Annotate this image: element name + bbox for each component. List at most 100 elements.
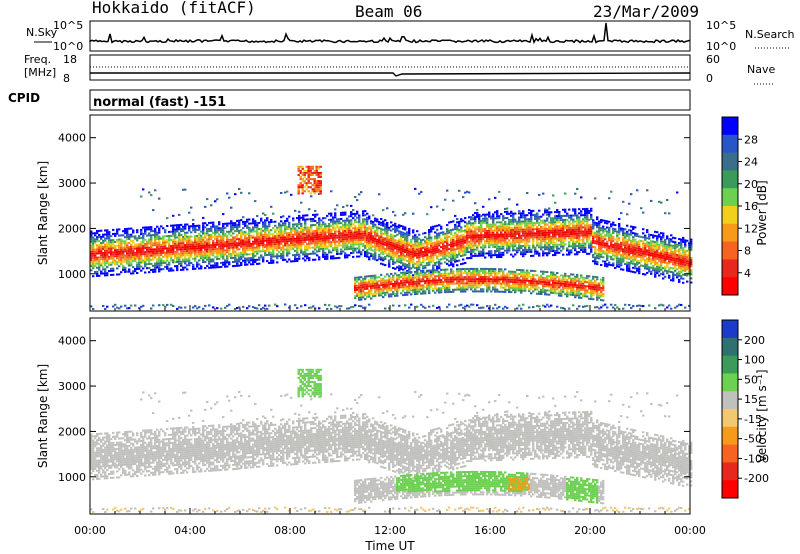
power-cell <box>246 243 249 246</box>
power-cell <box>310 230 313 233</box>
power-cell <box>172 228 175 231</box>
power-cell <box>522 232 525 235</box>
power-cell <box>230 206 233 209</box>
power-cell <box>206 256 209 259</box>
power-cell <box>428 257 431 260</box>
power-cell <box>402 281 405 284</box>
power-cell <box>370 277 373 279</box>
power-cell <box>182 258 185 261</box>
power-cell <box>250 244 253 247</box>
power-cell <box>476 267 479 270</box>
power-cell <box>214 248 217 250</box>
power-cell <box>486 225 489 228</box>
power-cell <box>410 281 413 284</box>
power-cell <box>150 269 153 271</box>
power-cell <box>380 236 383 239</box>
power-cell <box>458 235 461 238</box>
power-cell <box>450 259 453 262</box>
power-cell <box>446 278 449 281</box>
power-cell <box>436 245 439 248</box>
power-cell <box>264 219 267 222</box>
power-cell <box>310 232 313 235</box>
power-cell <box>142 243 145 245</box>
power-cell <box>490 217 493 220</box>
power-cell <box>516 247 519 250</box>
power-cell <box>504 290 507 293</box>
power-cell <box>314 219 317 222</box>
power-cell <box>236 246 239 249</box>
power-cell <box>524 283 527 286</box>
power-cell <box>310 252 313 255</box>
power-cell <box>422 232 425 235</box>
power-cell <box>504 274 507 277</box>
power-cell <box>470 222 473 225</box>
power-cell <box>500 245 503 248</box>
power-cell <box>404 263 407 266</box>
power-cell <box>302 228 305 231</box>
power-cell <box>382 232 385 235</box>
power-cell <box>272 255 275 258</box>
power-cell <box>222 263 225 266</box>
power-cell <box>494 196 497 199</box>
power-cell <box>350 215 353 218</box>
power-cell <box>184 231 187 234</box>
power-cell <box>352 213 355 215</box>
power-cell <box>454 305 457 308</box>
power-cell <box>350 229 353 232</box>
power-cell <box>132 270 135 273</box>
power-cell <box>552 248 555 250</box>
power-cell <box>480 238 483 241</box>
power-cell <box>396 252 399 255</box>
power-cell <box>472 230 475 233</box>
power-cell <box>552 290 555 292</box>
power-cell <box>184 256 187 259</box>
power-cell <box>462 276 465 279</box>
power-cell <box>432 289 435 292</box>
power-cell <box>140 261 143 264</box>
power-cell <box>162 243 165 246</box>
power-cell <box>154 244 157 247</box>
power-cell <box>328 235 331 238</box>
power-cell <box>484 272 487 274</box>
power-cell <box>180 268 183 271</box>
power-cell <box>354 243 357 246</box>
power-cell <box>254 254 257 257</box>
power-cell <box>114 232 117 235</box>
power-cell <box>526 228 529 231</box>
power-cell <box>492 215 495 218</box>
power-cell <box>222 231 225 234</box>
power-cell <box>134 270 137 273</box>
power-cell <box>514 239 517 242</box>
power-cell <box>388 226 391 229</box>
power-cell <box>488 223 491 226</box>
power-cell <box>478 215 481 218</box>
power-cell <box>412 258 415 260</box>
power-cell <box>366 235 369 238</box>
power-cell <box>344 254 347 257</box>
power-cell <box>518 245 521 248</box>
power-cell <box>434 269 437 272</box>
power-cell <box>382 247 385 250</box>
power-cell <box>110 249 113 252</box>
power-cell <box>450 255 453 258</box>
power-cell <box>382 277 385 280</box>
power-cell <box>332 216 335 219</box>
power-cell <box>488 278 491 281</box>
power-cell <box>266 219 269 222</box>
power-cell <box>254 246 257 249</box>
power-cell <box>532 232 535 235</box>
power-cell <box>336 248 339 251</box>
power-cell <box>522 281 525 284</box>
power-cell <box>412 264 415 267</box>
power-cell <box>402 279 405 282</box>
power-cell <box>390 252 393 254</box>
power-cell <box>210 260 213 263</box>
power-cell <box>90 257 93 259</box>
power-cell <box>106 241 109 244</box>
power-cell <box>450 263 453 266</box>
power-cell <box>356 280 359 283</box>
power-cell <box>450 249 453 252</box>
power-cell <box>528 218 531 221</box>
power-cell <box>410 242 413 245</box>
power-cell <box>344 227 347 230</box>
